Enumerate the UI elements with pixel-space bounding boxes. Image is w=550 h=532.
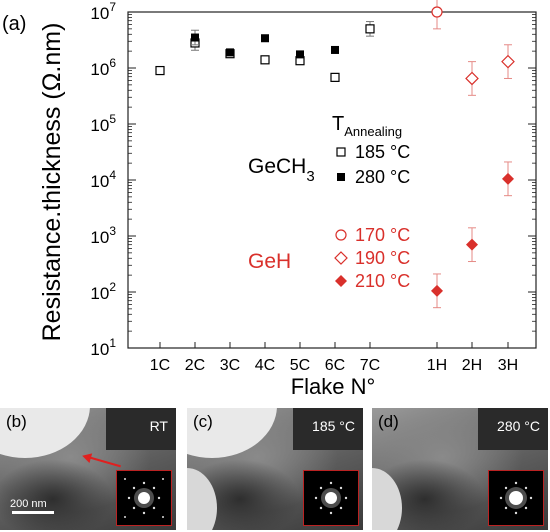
diffraction-inset-c xyxy=(303,470,359,526)
scale-bar-label: 200 nm xyxy=(10,498,47,510)
legend-group-geh: GeH xyxy=(248,250,291,273)
y-tick-label: 107 xyxy=(90,0,116,23)
tem-dark-corner xyxy=(478,408,548,450)
marker-circle-open xyxy=(431,6,443,18)
y-axis-label: Resistance.thickness (Ω.nm) xyxy=(38,23,66,342)
marker-square-open xyxy=(336,147,346,157)
x-tick-label: 7C xyxy=(360,357,380,374)
panel-b-temp: RT xyxy=(149,418,168,434)
marker-square-filled xyxy=(296,50,304,59)
y-tick-label: 102 xyxy=(90,280,116,303)
marker-diamond-filled xyxy=(466,238,478,251)
marker-circle-open xyxy=(335,229,347,241)
y-tick-label: 103 xyxy=(90,224,116,247)
diffraction-inset-b xyxy=(116,470,172,526)
legend: TAnnealing GeCH3 GeH 185 °C 280 °C 170 °C 190 … xyxy=(248,113,410,291)
panel-a-label: (a) xyxy=(2,13,26,35)
legend-entry-label: 280 °C xyxy=(355,167,410,187)
tem-panel-d: (d) 280 °C xyxy=(372,408,548,530)
legend-entry-label: 185 °C xyxy=(355,142,410,162)
marker-square-filled xyxy=(191,33,199,42)
tem-dark-corner xyxy=(106,408,176,450)
legend-group-gech3: GeCH3 xyxy=(248,155,315,185)
legend-entry-label: 190 °C xyxy=(355,248,410,268)
y-tick-label: 101 xyxy=(90,336,116,359)
y-tick-group: 101 102 103 104 105 106 107 xyxy=(90,0,536,359)
x-tick-label: 1H xyxy=(427,357,447,374)
marker-square-open xyxy=(365,24,375,34)
marker-square-filled xyxy=(337,173,345,181)
diffraction-pattern-b xyxy=(124,478,164,518)
marker-square-filled xyxy=(331,45,339,54)
x-tick-label: 6C xyxy=(325,357,345,374)
diffraction-inset-d xyxy=(488,470,544,526)
marker-square-filled xyxy=(226,48,234,57)
marker-square-open xyxy=(155,65,165,76)
resistance-chart: (a) Resistance.thickness (Ω.nm) Flake N°… xyxy=(2,0,537,399)
panel-c-temp: 185 °C xyxy=(312,418,355,434)
marker-square-filled xyxy=(261,34,269,43)
marker-diamond-filled xyxy=(335,275,347,287)
marker-diamond-open xyxy=(334,251,348,265)
legend-title: TAnnealing xyxy=(332,113,402,139)
marker-diamond-filled xyxy=(431,284,443,297)
panel-d-label: (d) xyxy=(378,412,399,431)
marker-square-open xyxy=(330,72,340,82)
panel-b-label: (b) xyxy=(6,412,27,431)
panel-d-temp: 280 °C xyxy=(497,418,540,434)
x-tick-label: 2H xyxy=(462,357,482,374)
x-tick-label: 2C xyxy=(185,357,205,374)
tem-panel-b: (b) RT 200 nm xyxy=(0,408,176,530)
legend-entry-label: 210 °C xyxy=(355,271,410,291)
marker-diamond-open xyxy=(465,71,479,86)
legend-entry-label: 170 °C xyxy=(355,225,410,245)
diffraction-pattern-c xyxy=(314,481,348,515)
marker-diamond-open xyxy=(501,54,515,69)
x-tick-group: 1C 2C 3C 4C 5C 6C 7C 1H 2H 3H xyxy=(150,342,518,374)
x-axis-label: Flake N° xyxy=(291,374,376,399)
y-tick-label: 106 xyxy=(90,56,116,79)
x-tick-label: 3H xyxy=(498,357,518,374)
diffraction-pattern-d xyxy=(499,481,533,515)
data-marks xyxy=(155,0,515,309)
x-tick-label: 1C xyxy=(150,357,170,374)
y-tick-label: 104 xyxy=(90,168,116,191)
x-tick-label: 4C xyxy=(255,357,275,374)
marker-square-open xyxy=(260,55,270,65)
y-tick-label: 105 xyxy=(90,112,116,135)
panel-c-label: (c) xyxy=(193,412,213,431)
marker-diamond-filled xyxy=(502,172,514,185)
x-tick-label: 5C xyxy=(290,357,310,374)
scale-bar xyxy=(12,511,54,514)
plot-frame xyxy=(127,11,537,349)
x-tick-label: 3C xyxy=(220,357,240,374)
tem-dark-corner xyxy=(293,408,363,450)
tem-panel-c: (c) 185 °C xyxy=(187,408,363,530)
